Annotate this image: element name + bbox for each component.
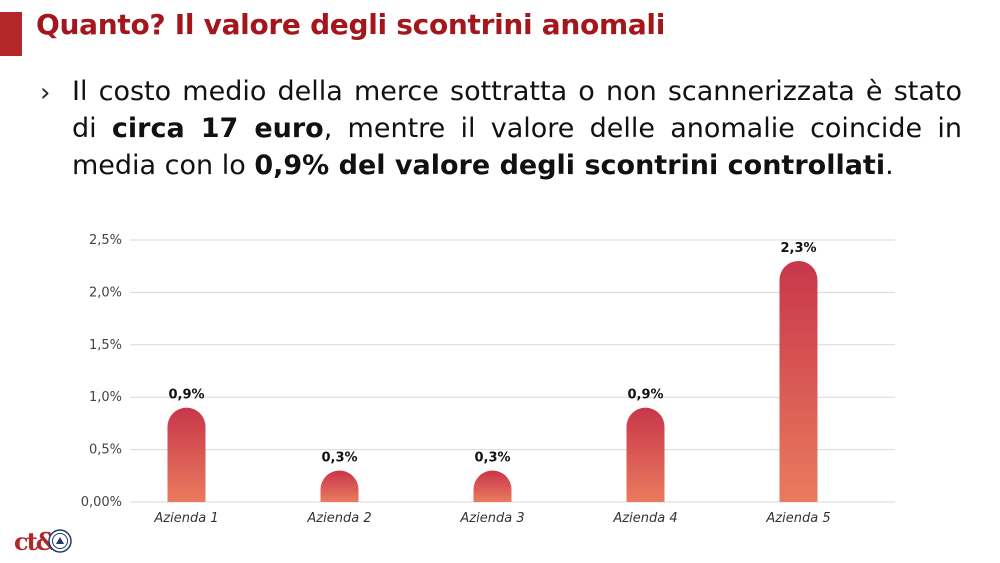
- bar-chart: 0,00% 0,5% 1,0% 1,5% 2,0% 2,5% 0,9% Azienda 1 0,…: [81, 233, 895, 526]
- bullet-text: Il costo medio della merce sottratta o n…: [72, 73, 962, 184]
- bar: [626, 407, 665, 502]
- bar: [167, 407, 206, 502]
- bar: [320, 470, 359, 502]
- bullet-point: › Il costo medio della merce sottratta o…: [40, 73, 962, 184]
- data-label: 0,9%: [627, 388, 663, 403]
- y-tick-label: 1,0%: [89, 390, 122, 405]
- x-tick-label: Azienda 4: [612, 511, 677, 526]
- y-tick-label: 2,0%: [89, 285, 122, 300]
- chart-gridlines: [130, 239, 895, 503]
- data-label: 0,3%: [474, 451, 510, 466]
- x-tick-label: Azienda 3: [459, 511, 524, 526]
- bullet-chevron-icon: ›: [40, 78, 51, 108]
- data-label: 0,9%: [168, 388, 204, 403]
- chart-labels: 0,00% 0,5% 1,0% 1,5% 2,0% 2,5% 0,9% Azienda 1 0,…: [81, 233, 831, 526]
- bullet-text-emphasis: 0,9% del valore degli scontrini controll…: [254, 150, 886, 181]
- seal-icon: [48, 529, 72, 553]
- y-tick-label: 0,5%: [89, 443, 122, 458]
- y-tick-label: 2,5%: [89, 233, 122, 248]
- bullet-text-part: Il costo medio della merce sottratta o n…: [72, 76, 962, 144]
- x-tick-label: Azienda 1: [153, 511, 218, 526]
- chart-bars: [167, 260, 818, 502]
- bar: [779, 260, 818, 502]
- bullet-text-part: .: [885, 150, 894, 181]
- x-tick-label: Azienda 2: [306, 511, 371, 526]
- bullet-text-emphasis: circa 17 euro: [111, 113, 324, 144]
- title-accent-bar: [0, 12, 22, 56]
- x-tick-label: Azienda 5: [765, 511, 830, 526]
- company-logo: ct&: [14, 527, 78, 557]
- y-tick-label: 0,00%: [81, 495, 122, 510]
- y-tick-label: 1,5%: [89, 338, 122, 353]
- data-label: 2,3%: [780, 241, 816, 256]
- bullet-text-part: , mentre il valore delle anomalie coinci…: [72, 113, 962, 181]
- data-label: 0,3%: [321, 451, 357, 466]
- bar: [473, 470, 512, 502]
- page-title: Quanto? Il valore degli scontrini anomal…: [36, 8, 666, 41]
